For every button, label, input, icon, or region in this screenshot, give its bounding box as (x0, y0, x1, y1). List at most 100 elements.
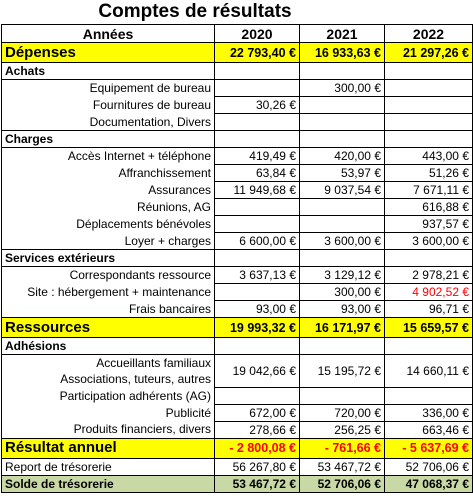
item-row: Loyer + charges 6 600,00 €3 600,00 €3 600… (1, 232, 473, 250)
value-cell (299, 130, 385, 148)
value-cell: 53,97 € (299, 164, 385, 182)
section-row: Charges (1, 130, 473, 148)
section-row: Adhésions (1, 337, 473, 355)
total-row: Dépenses 22 793,40 €16 933,63 €21 297,26 … (1, 42, 473, 63)
value-cell (214, 215, 300, 233)
item-row: Documentation, Divers (1, 113, 473, 131)
value-cell: 3 600,00 € (299, 232, 385, 250)
value-cell: 56 267,80 € (214, 457, 300, 476)
row-label: Fournitures de bureau (1, 96, 215, 114)
row-label: Documentation, Divers (1, 113, 215, 131)
value-cell (299, 198, 385, 216)
value-cell (384, 130, 473, 148)
title: Comptes de résultats (98, 1, 292, 22)
value-cell (214, 249, 300, 267)
row-label: Adhésions (1, 337, 215, 355)
item-row: Produits financiers, divers 278,66 €256,2… (1, 420, 473, 439)
row-label: Equipement de bureau (1, 79, 215, 97)
item-row: Frais bancaires 93,00 €93,00 €96,71 € (1, 300, 473, 318)
column-header: Années (1, 24, 215, 43)
merged-row: Accueillants familiaux 19 042,66 €15 195,… (1, 354, 473, 388)
row-label: Accès Internet + téléphone (1, 147, 215, 165)
value-cell: 53 467,72 € (299, 457, 385, 476)
column-header: 2021 (299, 24, 385, 43)
item-row: Affranchissement 63,84 €53,97 €51,26 € (1, 164, 473, 182)
item-row: Correspondants ressource 3 637,13 €3 129,… (1, 266, 473, 284)
value-cell (299, 337, 385, 355)
value-cell (299, 62, 385, 80)
value-cell: 14 660,11 € (384, 354, 473, 388)
value-cell: 256,25 € (299, 420, 385, 439)
row-label: Déplacements bénévoles (1, 215, 215, 233)
value-cell: 300,00 € (299, 79, 385, 97)
row-label: Charges (1, 130, 215, 148)
value-cell: 443,00 € (384, 147, 473, 165)
row-label: Frais bancaires (1, 300, 215, 318)
item-row: Site : hébergement + maintenance 300,00 €… (1, 283, 473, 301)
column-header: 2022 (384, 24, 473, 43)
value-cell (299, 96, 385, 114)
value-cell (214, 337, 300, 355)
column-header: 2020 (214, 24, 300, 43)
value-cell: - 761,66 € (299, 437, 385, 459)
value-cell: 30,26 € (214, 96, 300, 114)
value-cell: 663,46 € (384, 420, 473, 439)
item-row: Déplacements bénévoles 937,57 € (1, 215, 473, 233)
row-label: Report de trésorerie (1, 457, 215, 476)
value-cell (214, 198, 300, 216)
item-row: Réunions, AG 616,88 € (1, 198, 473, 216)
value-cell (299, 215, 385, 233)
row-label: Associations, tuteurs, autres (1, 371, 215, 387)
value-cell: 616,88 € (384, 198, 473, 216)
total-row: Résultat annuel - 2 800,08 € - 761,66 € - 5… (1, 437, 473, 459)
row-label: Dépenses (1, 42, 215, 63)
value-cell: 3 600,00 € (384, 232, 473, 250)
value-cell: 3 637,13 € (214, 266, 300, 284)
value-cell (384, 337, 473, 355)
row-label: Réunions, AG (1, 198, 215, 216)
value-cell: 21 297,26 € (384, 42, 473, 63)
value-cell: 7 671,11 € (384, 181, 473, 199)
row-label: Site : hébergement + maintenance (1, 283, 215, 301)
header-row: Années 2020 2021 2022 (1, 24, 473, 43)
value-cell: 419,49 € (214, 147, 300, 165)
value-cell: 93,00 € (299, 300, 385, 318)
merged-row: Associations, tuteurs, autres (1, 371, 473, 387)
value-cell: 9 037,54 € (299, 181, 385, 199)
value-cell: 52 706,06 € (299, 474, 385, 493)
value-cell (384, 96, 473, 114)
row-label: Accueillants familiaux (1, 354, 215, 371)
value-cell (384, 386, 473, 405)
item-row: Fournitures de bureau 30,26 € (1, 96, 473, 114)
total-row: Ressources 19 993,32 €16 171,97 €15 659,5… (1, 317, 473, 338)
value-cell: - 2 800,08 € (214, 437, 300, 459)
value-cell (214, 130, 300, 148)
row-label: Participation adhérents (AG) (1, 387, 215, 404)
value-cell (384, 113, 473, 131)
value-cell: 937,57 € (384, 215, 473, 233)
row-label: Achats (1, 62, 215, 80)
value-cell: 16 933,63 € (299, 42, 385, 63)
value-cell: 420,00 € (299, 147, 385, 165)
section-row: Services extérieurs (1, 249, 473, 267)
plain-row: Report de trésorerie 56 267,80 €53 467,72… (1, 457, 473, 476)
value-cell: 53 467,72 € (214, 474, 300, 493)
value-cell: 11 949,68 € (214, 181, 300, 199)
value-cell: 6 600,00 € (214, 232, 300, 250)
row-label: Solde de trésorerie (1, 474, 215, 493)
value-cell: 52 706,06 € (384, 457, 473, 476)
value-cell: 3 129,12 € (299, 266, 385, 284)
row-label: Produits financiers, divers (1, 421, 215, 438)
row-label: Loyer + charges (1, 232, 215, 250)
value-cell: 47 068,37 € (384, 474, 473, 493)
value-cell: 300,00 € (299, 283, 385, 301)
value-cell: 96,71 € (384, 300, 473, 318)
value-cell: 22 793,40 € (214, 42, 300, 63)
item-row: Assurances 11 949,68 €9 037,54 €7 671,11 … (1, 181, 473, 199)
value-cell (384, 249, 473, 267)
section-row: Achats (1, 62, 473, 80)
item-row: Equipement de bureau 300,00 € (1, 79, 473, 97)
table-body: Années 2020 2021 2022 Dépenses 22 793,40 €16 … (1, 24, 473, 493)
value-cell: 93,00 € (214, 300, 300, 318)
